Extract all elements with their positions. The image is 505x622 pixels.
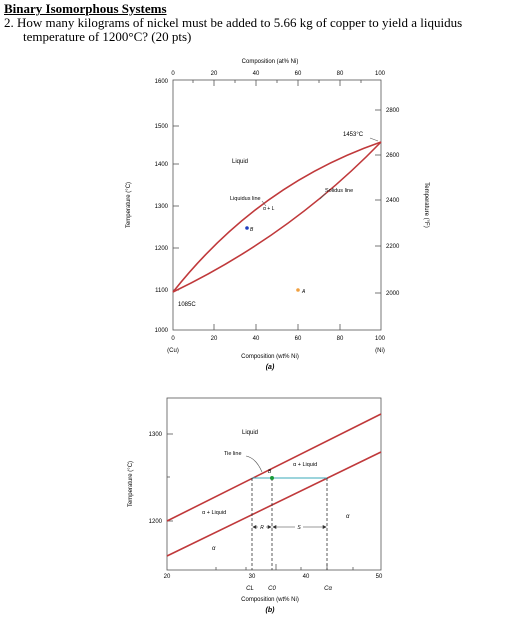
a-liquid-label: Liquid (232, 159, 248, 165)
b-bottom-axis-title: Composition (wt% Ni) (241, 597, 299, 603)
a-melting-cu-label: 1085C (178, 302, 196, 308)
b-r-label: R (260, 525, 264, 531)
b-drop-lines (251, 478, 328, 570)
a-melting-ni-leader (369, 137, 379, 142)
a-bottom-axis-title: Composition (wt% Ni) (241, 354, 299, 360)
diagram-b: 1300 1200 Temperature (°C) 20 30 40 50 B… (128, 397, 383, 614)
question-line-2: temperature of 1200°C? (20 pts) (23, 29, 192, 44)
question-line-1: 2. How many kilograms of nickel must be … (4, 15, 463, 30)
b-s-bg (295, 523, 303, 531)
b-point-b (270, 476, 274, 480)
b-s-label: S (297, 525, 301, 531)
a-top-tick: 80 (337, 71, 344, 77)
b-solidus-curve (166, 451, 382, 557)
a-top-tick: 20 (211, 71, 218, 77)
a-two-phase-label: α + L (263, 206, 275, 212)
a-left-tick: 1400 (155, 162, 169, 168)
a-solidus-curve (172, 141, 382, 293)
a-bottom-end-right: (Ni) (375, 348, 385, 354)
a-plot-frame (172, 79, 382, 331)
b-r-bg (258, 523, 266, 531)
b-bottom-tick: 40 (303, 574, 310, 580)
a-top-tick: 60 (295, 71, 302, 77)
diagram-a: Composition (at% Ni) 0 20 40 60 80 100 (126, 59, 429, 371)
b-tie-line-leader (245, 455, 263, 473)
a-bottom-tick: 0 (171, 336, 175, 342)
a-right-tick: 2800 (386, 108, 400, 114)
a-left-tick: 1200 (155, 246, 169, 252)
a-left-axis-title: Temperature (°C) (126, 182, 132, 228)
a-left-tick: 1600 (155, 79, 169, 85)
b-cl-label: CL (246, 586, 254, 592)
b-liquid-label: Liquid (242, 430, 258, 436)
b-alpha-right: α (346, 514, 350, 520)
a-point-a (296, 288, 300, 292)
a-top-tick: 40 (253, 71, 260, 77)
b-left-tick: 1200 (149, 519, 163, 525)
a-bottom-tick: 60 (295, 336, 302, 342)
a-right-tick: 2000 (386, 291, 400, 297)
a-right-tick: 2200 (386, 244, 400, 250)
a-bottom-end-left: (Cu) (167, 348, 179, 354)
a-bottom-tick: 20 (211, 336, 218, 342)
b-left-axis-title: Temperature (°C) (128, 461, 134, 507)
a-panel-label: (a) (266, 364, 275, 371)
a-bottom-tick: 100 (375, 336, 386, 342)
a-liquidus-leader (261, 200, 267, 207)
a-left-tick: 1000 (155, 328, 169, 334)
b-alpha-liquid-right: α + Liquid (293, 462, 317, 468)
a-top-tick: 100 (375, 71, 386, 77)
b-plot-frame (166, 397, 382, 571)
b-bottom-tick: 20 (164, 574, 171, 580)
a-right-tick: 2600 (386, 153, 400, 159)
b-point-b-label: B (268, 469, 272, 475)
a-solidus-leader (319, 192, 327, 200)
b-bottom-tick: 30 (249, 574, 256, 580)
a-right-axis-title: Temperature (°F) (423, 182, 429, 227)
b-left-tick: 1300 (149, 432, 163, 438)
a-right-tick: 2400 (386, 198, 400, 204)
b-calpha-label: Cα (324, 586, 332, 592)
a-top-tick: 0 (171, 71, 175, 77)
a-left-tick: 1500 (155, 124, 169, 130)
question-header: Binary Isomorphous Systems 2. How many k… (4, 2, 501, 44)
b-c0-label: C0 (268, 586, 276, 592)
b-alpha-liquid-left: α + Liquid (202, 510, 226, 516)
section-title: Binary Isomorphous Systems (4, 1, 167, 16)
a-bottom-tick: 40 (253, 336, 260, 342)
a-point-a-label: A (301, 289, 306, 295)
a-melting-ni-label: 1453°C (343, 132, 364, 138)
b-bottom-tick: 50 (376, 574, 383, 580)
a-solidus-line-label: Solidus line (325, 188, 353, 194)
b-liquidus-curve (166, 413, 382, 522)
a-left-tick: 1300 (155, 204, 169, 210)
b-panel-label: (b) (266, 607, 276, 614)
b-alpha-left: α (212, 546, 216, 552)
b-tick-marks (167, 433, 354, 570)
a-point-b (245, 226, 249, 230)
a-top-tick-marks (173, 80, 381, 330)
a-liquidus-curve (172, 141, 382, 293)
a-point-b-label: B (250, 227, 254, 233)
a-bottom-tick: 80 (337, 336, 344, 342)
b-tie-line-label: Tie line (224, 451, 242, 457)
a-top-axis-title: Composition (at% Ni) (242, 59, 299, 65)
a-left-tick: 1100 (155, 288, 169, 294)
a-liquidus-line-label: Liquidus line (230, 196, 261, 202)
